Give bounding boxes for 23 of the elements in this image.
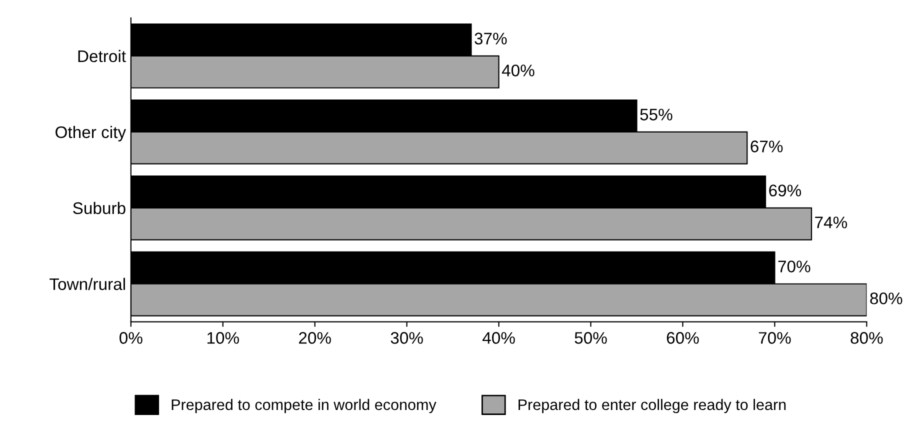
- y-tick-label: Detroit: [78, 50, 126, 62]
- y-tick-label: Other city: [56, 126, 126, 142]
- data-label: 67%: [750, 140, 783, 152]
- data-label: 80%: [870, 292, 902, 304]
- x-tick-label: 20%: [299, 332, 331, 344]
- data-label: 74%: [815, 216, 848, 228]
- data-label: 37%: [474, 32, 507, 44]
- x-tick-label: 10%: [207, 332, 239, 344]
- x-tick-label: 80%: [850, 332, 883, 344]
- x-tick-label: 60%: [666, 332, 699, 344]
- y-tick-label: Suburb: [73, 202, 126, 214]
- legend-label: Prepared to compete in world economy: [172, 398, 436, 414]
- legend-label: Prepared to enter college ready to learn: [518, 398, 786, 414]
- data-label: 70%: [778, 260, 810, 272]
- data-label: 69%: [769, 184, 802, 196]
- x-tick-label: 40%: [482, 332, 515, 344]
- data-label: 55%: [640, 108, 672, 120]
- y-tick-label: Town/rural: [50, 278, 125, 290]
- x-tick-label: 0%: [120, 332, 142, 344]
- data-label: 40%: [502, 64, 534, 76]
- x-tick-label: 70%: [758, 332, 791, 344]
- x-tick-label: 30%: [390, 332, 423, 344]
- x-tick-label: 50%: [574, 332, 607, 344]
